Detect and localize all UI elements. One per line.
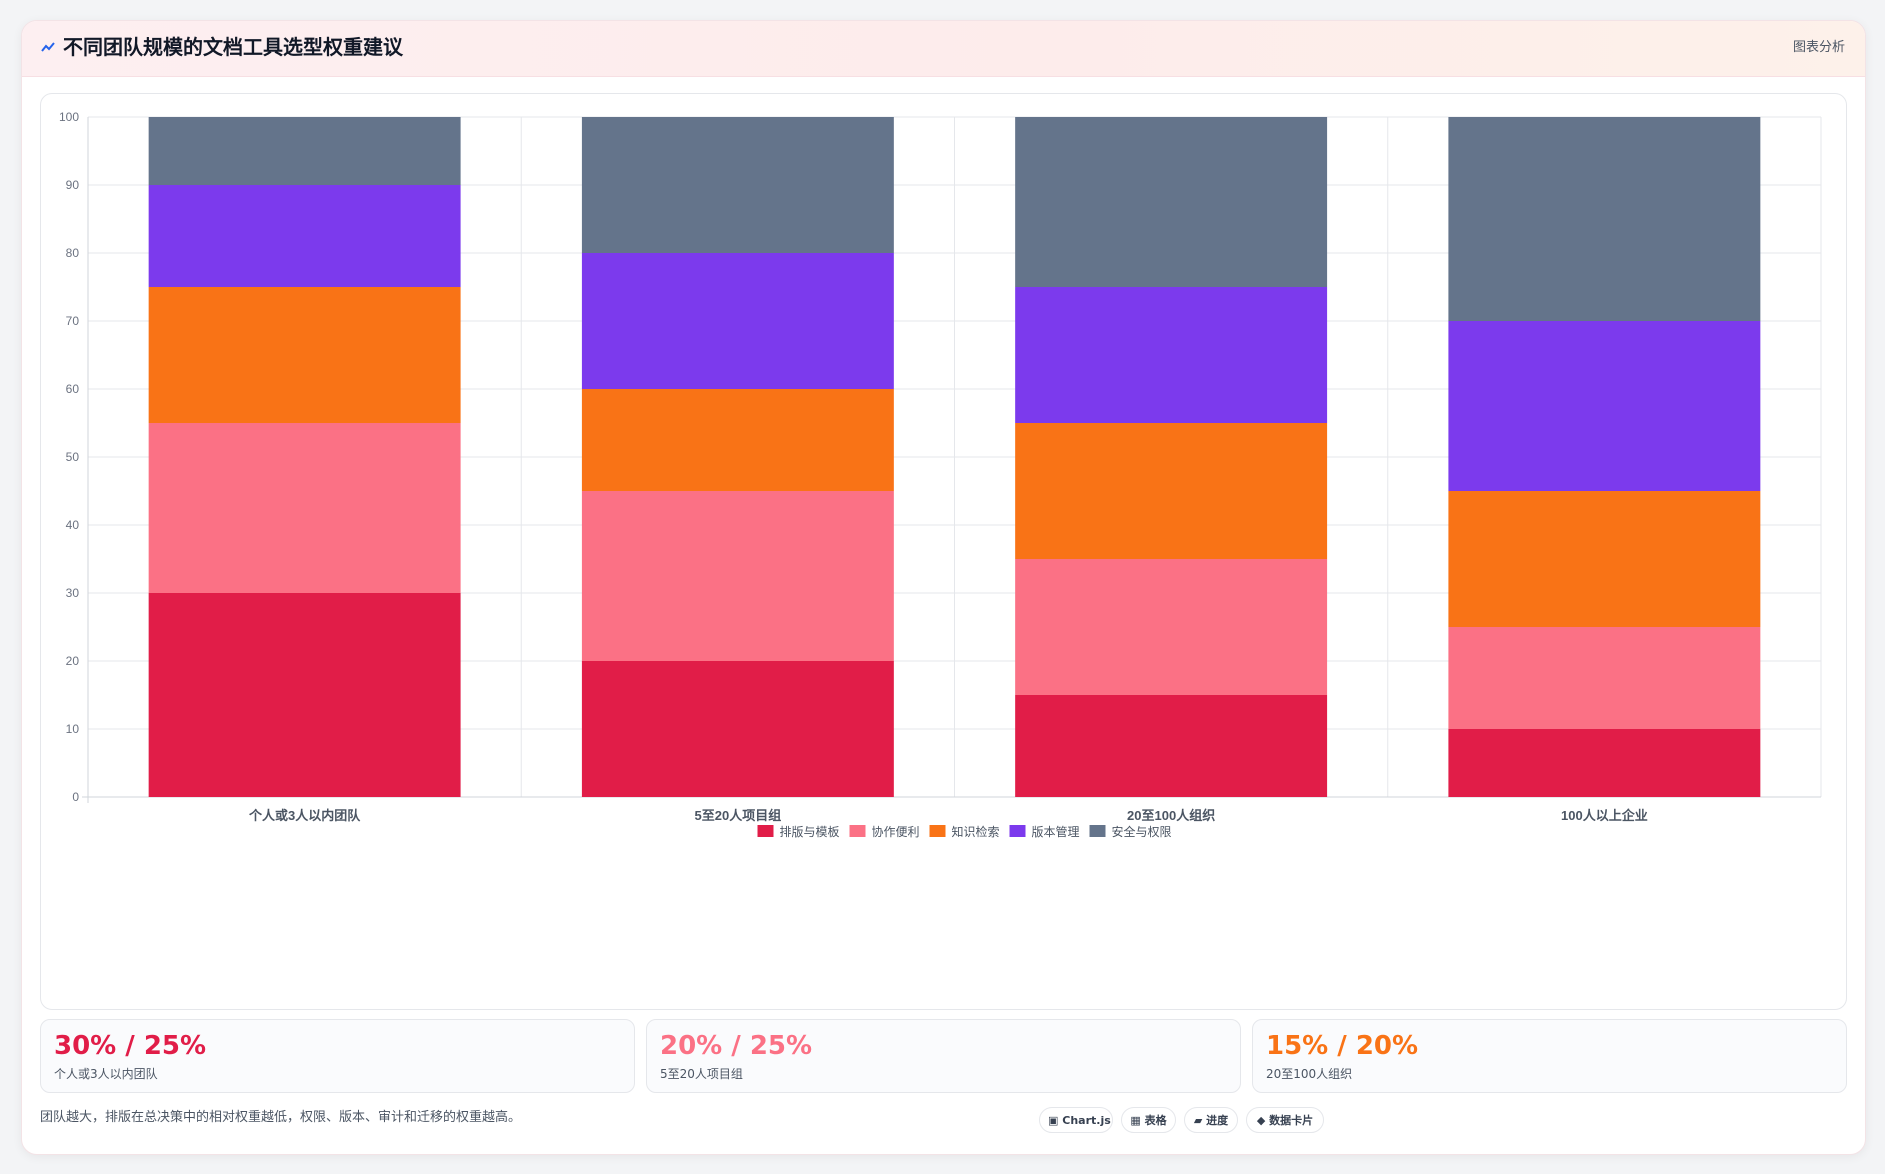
bar-segment (148, 593, 461, 797)
y-tick-label: 90 (66, 178, 80, 192)
legend-label: 知识检索 (952, 824, 1000, 839)
bar-segment (1015, 287, 1328, 423)
y-tick-label: 100 (59, 110, 79, 124)
legend-label: 版本管理 (1032, 824, 1080, 839)
pill-label: Chart.js (1062, 1114, 1111, 1127)
x-tick-label: 20至100人组织 (1127, 808, 1215, 823)
bar-segment (148, 185, 461, 287)
data-card-pill[interactable]: ◆ 数据卡片 (1246, 1107, 1324, 1133)
page-title: 不同团队规模的文档工具选型权重建议 (63, 35, 403, 59)
stat-value: 20% / 25% (660, 1031, 813, 1061)
bar-segment (1448, 117, 1761, 321)
progress-icon: ▰ (1193, 1114, 1203, 1127)
stat-label: 20至100人组织 (1266, 1067, 1353, 1081)
bar-segment (148, 423, 461, 593)
bar-segment (1448, 321, 1761, 491)
bar-segment (1015, 423, 1328, 559)
stat-label: 5至20人项目组 (660, 1067, 743, 1081)
card-header: 不同团队规模的文档工具选型权重建议 图表分析 (22, 21, 1865, 77)
card-icon: ◆ (1256, 1114, 1266, 1127)
pill-label: 表格 (1144, 1114, 1167, 1127)
stat-value: 30% / 25% (54, 1031, 207, 1061)
bar-segment (581, 661, 894, 797)
bar-segment (148, 287, 461, 423)
bar-segment (581, 491, 894, 661)
table-icon: ▦ (1130, 1114, 1141, 1127)
y-tick-label: 30 (66, 586, 80, 600)
pill-label: 进度 (1206, 1114, 1229, 1127)
chart-analysis-link[interactable]: 图表分析 (1792, 40, 1845, 55)
bar-segment (1015, 117, 1328, 287)
legend-swatch (1009, 825, 1026, 837)
x-tick-label: 5至20人项目组 (695, 808, 782, 823)
y-tick-label: 60 (66, 382, 80, 396)
y-tick-label: 10 (66, 722, 80, 736)
x-tick-label: 个人或3人以内团队 (248, 808, 361, 823)
bar-segment (581, 389, 894, 491)
y-tick-label: 0 (72, 790, 79, 804)
y-tick-label: 50 (66, 450, 80, 464)
table-pill[interactable]: ▦ 表格 (1121, 1107, 1176, 1133)
bar-segment (148, 117, 461, 185)
footer-note: 团队越大，排版在总决策中的相对权重越低，权限、版本、审计和迁移的权重越高。 (40, 1110, 522, 1125)
legend-swatch (1089, 825, 1106, 837)
bar-segment (581, 117, 894, 253)
legend-label: 安全与权限 (1112, 824, 1172, 839)
progress-pill[interactable]: ▰ 进度 (1184, 1107, 1238, 1133)
legend-swatch (757, 825, 774, 837)
bar-segment (1448, 627, 1761, 729)
y-tick-label: 80 (66, 246, 80, 260)
y-tick-label: 40 (66, 518, 80, 532)
legend-swatch (929, 825, 946, 837)
legend-label: 协作便利 (872, 824, 920, 839)
stat-card-3: 15% / 20% 20至100人组织 (1252, 1019, 1847, 1093)
pill-label: 数据卡片 (1269, 1114, 1314, 1127)
stat-card-2: 20% / 25% 5至20人项目组 (646, 1019, 1241, 1093)
x-tick-label: 100人以上企业 (1561, 808, 1648, 823)
y-tick-label: 20 (66, 654, 80, 668)
trend-icon (41, 37, 57, 57)
chartjs-pill[interactable]: ▣ Chart.js (1039, 1107, 1113, 1133)
chart-icon: ▣ (1048, 1114, 1059, 1127)
bar-segment (581, 253, 894, 389)
chart-card: 不同团队规模的文档工具选型权重建议 图表分析 0 10 20 30 40 50 60 70 80… (21, 20, 1866, 1155)
legend-label: 排版与模板 (780, 825, 840, 839)
stat-card-1: 30% / 25% 个人或3人以内团队 (40, 1019, 635, 1093)
y-tick-label: 70 (66, 314, 80, 328)
stacked-bar-chart: 0 10 20 30 40 50 60 70 80 90 100 个人或3人以内团队 5至20人项目组 2… (59, 110, 1822, 839)
stat-label: 个人或3人以内团队 (54, 1067, 158, 1081)
stat-value: 15% / 20% (1266, 1031, 1419, 1061)
legend-swatch (849, 825, 866, 837)
bar-segment (1015, 695, 1328, 797)
chart-panel: 0 10 20 30 40 50 60 70 80 90 100 个人或3人以内团队 5至20人项目组 2… (40, 93, 1847, 1010)
bar-segment (1448, 729, 1761, 797)
bar-segment (1015, 559, 1328, 695)
bar-segment (1448, 491, 1761, 627)
